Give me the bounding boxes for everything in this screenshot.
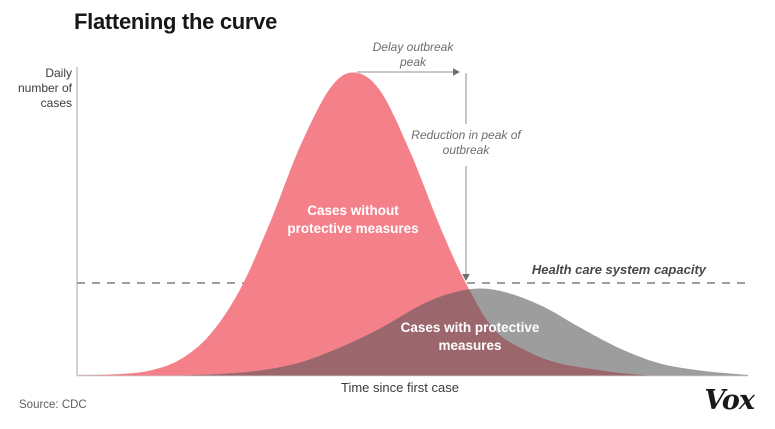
capacity-label: Health care system capacity (531, 262, 706, 277)
curve-overlap (185, 289, 647, 376)
reduction-annotation: Reduction in peak of outbreak (411, 128, 521, 157)
curve-without-measures (80, 72, 650, 376)
delay-annotation: Delay outbreak peak (372, 40, 454, 69)
label-cases-without: Cases without protective measures (287, 203, 419, 236)
source-note: Source: CDC (19, 399, 87, 411)
delay-arrowhead-icon (453, 68, 460, 76)
label-cases-with: Cases with protective measures (400, 320, 540, 353)
x-axis-label: Time since first case (341, 380, 459, 395)
reduction-arrowhead-icon (462, 274, 470, 281)
y-axis-label: Daily number of cases (17, 66, 72, 111)
vox-logo: Vox (704, 385, 755, 416)
chart-title: Flattening the curve (74, 9, 278, 34)
